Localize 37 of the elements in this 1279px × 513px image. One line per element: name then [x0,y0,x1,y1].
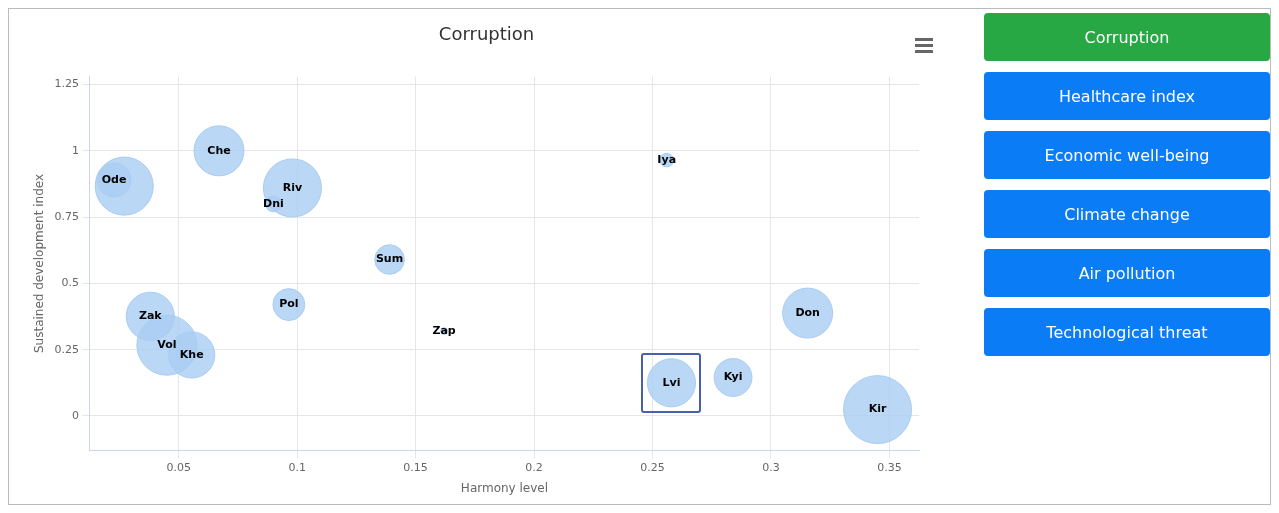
y-tick-label: 1.25 [54,77,79,91]
series-label: Vol [157,338,177,352]
x-tick-label: 0.1 [288,460,306,474]
x-tick-label: 0.3 [762,460,780,474]
x-tick-label: 0.25 [640,460,665,474]
y-tick-label: 1 [71,143,79,157]
text: Technological threat [984,308,1270,356]
chart-title: Corruption [438,23,535,45]
text: Economic well-being [984,131,1270,179]
series-label: Lvi [662,375,681,389]
series-label: Ode [101,172,127,186]
series-label: Don [795,305,820,319]
y-tick-label: 0.25 [54,342,79,356]
series-label: Zak [138,309,163,323]
x-axis-title: Harmony level [460,480,549,495]
text: Climate change [984,190,1270,238]
x-tick-label: 0.2 [525,460,543,474]
series-label: Che [207,143,231,157]
y-tick-label: 0.75 [54,209,79,223]
series-label: Khe [179,347,204,361]
series-label: Kyi [723,370,743,384]
series-label: Kir [868,402,887,416]
series-label: Dni [263,196,284,210]
series-label: Pol [279,297,299,311]
y-tick-label: 0 [71,408,79,422]
text: Healthcare index [984,72,1270,120]
series-label: Zap [432,323,456,337]
x-tick-label: 0.15 [403,460,428,474]
text: Corruption [984,13,1270,61]
text: Air pollution [984,249,1270,297]
x-tick-label: 0.05 [166,460,191,474]
series-label: Riv [282,180,303,194]
y-axis-title: Sustained development index [32,173,47,354]
series-label: Iya [657,152,677,166]
y-tick-label: 0.5 [61,276,79,290]
x-tick-label: 0.35 [877,460,902,474]
series-label: Sum [375,252,404,266]
